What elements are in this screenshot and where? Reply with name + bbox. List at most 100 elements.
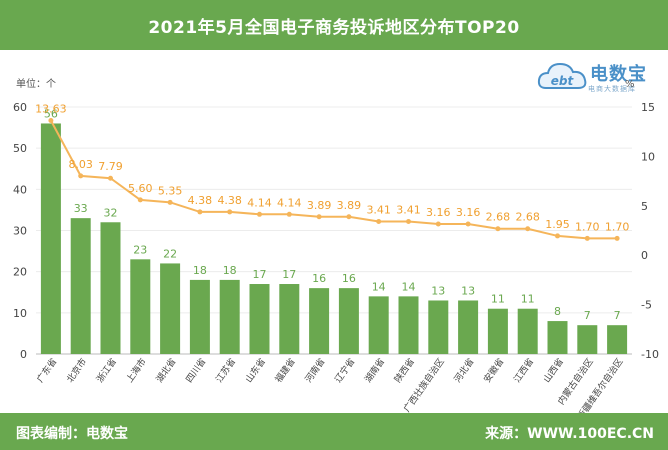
y2-tick-label: 10 — [641, 150, 655, 163]
line-value-label: 1.70 — [605, 220, 630, 233]
x-tick-label: 河南省 — [302, 356, 327, 385]
line-value-label: 4.14 — [247, 196, 272, 209]
bar-series — [40, 123, 628, 354]
bar-value-label: 11 — [521, 293, 535, 306]
bar-value-label: 14 — [402, 280, 416, 293]
line-point — [584, 235, 590, 241]
y-tick-label: 20 — [13, 266, 27, 279]
bar — [398, 296, 419, 354]
line-point — [406, 219, 411, 225]
y2-tick-label: -10 — [641, 348, 659, 361]
x-tick-label: 广东省 — [34, 356, 59, 385]
bar-value-label: 23 — [133, 243, 147, 256]
bar-value-label: 18 — [193, 264, 207, 277]
y-tick-label: 60 — [13, 101, 27, 114]
line-point — [376, 219, 382, 225]
footer-source: 来源：WWW.100EC.CN — [485, 426, 654, 442]
x-axis-labels: 广东省 北京市 浙江省 上海市 湖北省 四川省 江苏省 山东省 福建省 河南省 辽宁省 湖南省 陕西省广… — [34, 356, 626, 413]
y2-tick-label: -5 — [641, 299, 652, 312]
line-labels: 13.63 8.03 7.79 5.60 5.35 4.38 4.38 4.14 4.14 3.8… — [35, 103, 629, 234]
bar — [100, 222, 121, 354]
bar — [577, 325, 598, 354]
bar — [607, 325, 628, 354]
line-point — [435, 221, 441, 227]
y2-tick-label: 0 — [641, 249, 648, 262]
y2-tick-label: 15 — [641, 101, 655, 114]
bar-value-label: 16 — [342, 272, 356, 285]
x-tick-label: 河北省 — [451, 356, 476, 385]
x-tick-label: 四川省 — [183, 356, 208, 385]
bar-value-label: 11 — [491, 293, 505, 306]
y2-tick-label: 5 — [641, 200, 648, 213]
bar — [160, 263, 181, 354]
line-value-label: 13.63 — [35, 103, 67, 116]
bar — [458, 300, 479, 354]
x-tick-label: 浙江省 — [94, 356, 119, 385]
bar-value-label: 56 — [44, 107, 58, 120]
x-tick-label: 陕西省 — [392, 356, 417, 385]
logo-mark: ebt — [551, 74, 575, 88]
line-point — [555, 233, 560, 239]
line-series — [48, 118, 620, 241]
line-value-label: 1.95 — [545, 218, 570, 231]
chart-title: 2021年5月全国电子商务投诉地区分布TOP20 — [0, 0, 668, 50]
line-value-label: 4.14 — [277, 196, 302, 209]
bar — [487, 308, 508, 354]
x-tick-label: 北京市 — [64, 356, 89, 385]
line-value-label: 3.41 — [366, 204, 391, 217]
bar — [249, 284, 270, 354]
line-point — [78, 173, 84, 179]
bar-value-label: 22 — [163, 247, 177, 260]
bar-value-label: 13 — [431, 284, 445, 297]
line-value-label: 3.16 — [456, 206, 481, 219]
bar-value-label: 18 — [223, 264, 237, 277]
bar — [70, 218, 91, 354]
bar-value-label: 33 — [74, 202, 88, 215]
right-axis: -10 -5 0 5 10 15 — [641, 101, 659, 361]
line-value-label: 3.89 — [337, 199, 362, 212]
x-tick-label: 江苏省 — [213, 356, 238, 385]
x-tick-label: 山西省 — [541, 356, 566, 385]
bar — [428, 300, 449, 354]
x-tick-label: 山东省 — [243, 356, 268, 385]
line-point — [465, 221, 471, 227]
bar-value-label: 7 — [584, 309, 591, 322]
bar — [189, 279, 210, 354]
bar — [279, 284, 300, 354]
line-point — [525, 226, 531, 232]
line-point — [227, 209, 233, 215]
line-point — [257, 211, 262, 217]
line-value-label: 2.68 — [515, 211, 540, 224]
line-value-label: 5.60 — [128, 182, 153, 195]
bar-value-label: 7 — [614, 309, 621, 322]
line-value-label: 3.89 — [307, 199, 332, 212]
bar — [130, 259, 151, 354]
bar — [40, 123, 61, 354]
bar-labels: 56 33 32 23 22 18 18 17 17 16 16 14 14 13 13 11 11 8 7 7 — [44, 107, 621, 322]
y2-axis-label: % — [625, 79, 635, 90]
bar-value-label: 14 — [372, 280, 386, 293]
x-tick-label: 上海市 — [123, 356, 148, 385]
bar — [309, 288, 330, 354]
x-tick-label: 湖南省 — [362, 356, 387, 385]
line-point — [137, 197, 143, 203]
line-value-label: 4.38 — [188, 194, 213, 207]
line-path — [50, 120, 618, 240]
line-value-label: 1.70 — [575, 220, 600, 233]
line-value-label: 2.68 — [486, 211, 511, 224]
line-point — [108, 175, 113, 181]
y-axis-label: 单位：个 — [16, 77, 56, 90]
x-tick-label: 辽宁省 — [332, 356, 357, 385]
line-point — [167, 199, 173, 205]
x-tick-label: 安徽省 — [481, 356, 506, 385]
line-value-label: 7.79 — [98, 160, 123, 173]
cloud-logo-icon: ebt — [537, 62, 587, 89]
left-axis: 0 10 20 30 40 50 60 — [13, 101, 27, 361]
bar-value-label: 16 — [312, 272, 326, 285]
line-value-label: 3.41 — [396, 204, 421, 217]
bar-value-label: 17 — [253, 268, 267, 281]
bar — [338, 288, 359, 354]
logo-subtitle: 电商大数据库 — [588, 85, 636, 93]
footer-credit: 图表编制：电数宝 — [16, 426, 128, 442]
bar-value-label: 32 — [104, 206, 118, 219]
